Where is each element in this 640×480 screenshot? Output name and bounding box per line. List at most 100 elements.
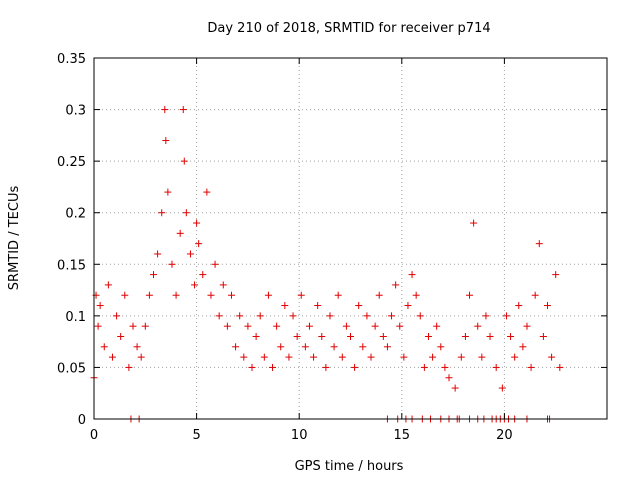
data-point	[437, 343, 445, 351]
x-axis-label: GPS time / hours	[295, 459, 404, 474]
data-point	[133, 343, 141, 351]
data-point	[129, 322, 137, 330]
data-point	[314, 302, 322, 310]
data-point	[96, 302, 104, 310]
data-point	[176, 229, 184, 237]
data-point	[351, 363, 359, 371]
data-point	[552, 271, 560, 279]
data-point	[338, 353, 346, 361]
data-point	[104, 281, 112, 289]
data-point	[556, 363, 564, 371]
y-tick-label: 0.1	[65, 310, 86, 325]
data-point	[392, 281, 400, 289]
data-point	[293, 332, 301, 340]
data-point	[232, 343, 240, 351]
data-point	[408, 271, 416, 279]
data-point	[141, 322, 149, 330]
data-point	[383, 343, 391, 351]
axis-ticks	[93, 57, 607, 420]
data-point	[179, 106, 187, 114]
y-tick-label: 0.15	[57, 258, 86, 273]
data-point	[379, 332, 387, 340]
data-point	[441, 363, 449, 371]
data-point	[172, 291, 180, 299]
data-point	[371, 322, 379, 330]
data-point	[515, 302, 523, 310]
data-point	[219, 281, 227, 289]
data-point	[347, 332, 354, 340]
data-point	[470, 219, 478, 227]
data-point	[527, 363, 535, 371]
data-point	[244, 322, 252, 330]
data-point	[195, 240, 203, 248]
data-point	[145, 291, 153, 299]
data-point	[486, 332, 494, 340]
data-point	[420, 363, 428, 371]
data-point	[211, 260, 219, 268]
data-point	[507, 332, 515, 340]
data-point	[113, 312, 121, 320]
x-tick-label: 0	[90, 428, 98, 443]
data-point	[137, 353, 145, 361]
x-tick-label: 15	[394, 428, 411, 443]
data-point	[164, 188, 172, 196]
data-point	[154, 250, 162, 258]
data-point	[273, 322, 281, 330]
data-point	[424, 332, 432, 340]
data-point	[342, 322, 350, 330]
data-point	[433, 322, 441, 330]
data-point	[269, 363, 277, 371]
grid-lines	[94, 58, 607, 419]
data-point	[305, 322, 313, 330]
data-point	[281, 302, 289, 310]
data-point	[363, 312, 371, 320]
data-point	[100, 343, 108, 351]
data-point	[539, 332, 547, 340]
data-point	[502, 312, 510, 320]
data-point	[416, 312, 424, 320]
data-point	[492, 363, 500, 371]
data-point	[359, 343, 367, 351]
data-point	[180, 157, 188, 165]
y-axis-label: SRMTID / TECUs	[7, 186, 22, 291]
data-point	[318, 332, 326, 340]
data-point	[236, 312, 244, 320]
data-point	[461, 332, 469, 340]
data-point	[252, 332, 260, 340]
data-point	[531, 291, 539, 299]
y-tick-label: 0.25	[57, 155, 86, 170]
data-point	[117, 332, 125, 340]
data-point	[498, 384, 506, 392]
data-point	[182, 209, 190, 217]
data-point	[404, 302, 412, 310]
data-point	[248, 363, 256, 371]
data-point	[412, 291, 420, 299]
data-point	[482, 312, 490, 320]
data-point	[256, 312, 264, 320]
x-tick-label: 10	[291, 428, 308, 443]
data-point	[289, 312, 297, 320]
y-tick-label: 0.05	[57, 361, 86, 376]
data-point	[355, 302, 363, 310]
x-tick-label: 20	[496, 428, 513, 443]
data-point	[162, 137, 170, 145]
x-tick-label: 5	[192, 428, 200, 443]
data-point	[125, 363, 133, 371]
data-point	[429, 353, 437, 361]
data-point	[264, 291, 272, 299]
data-point	[108, 353, 116, 361]
data-points	[90, 106, 564, 423]
data-point	[161, 106, 169, 114]
plot-frame	[93, 57, 608, 420]
data-point	[334, 291, 342, 299]
data-point	[535, 240, 543, 248]
data-point	[451, 384, 459, 392]
data-point	[519, 343, 527, 351]
y-tick-label: 0.2	[65, 207, 86, 222]
data-point	[396, 322, 404, 330]
data-point	[277, 343, 285, 351]
data-point	[193, 219, 201, 227]
data-point	[322, 363, 330, 371]
y-tick-label: 0.35	[57, 52, 86, 67]
data-point	[203, 188, 211, 196]
